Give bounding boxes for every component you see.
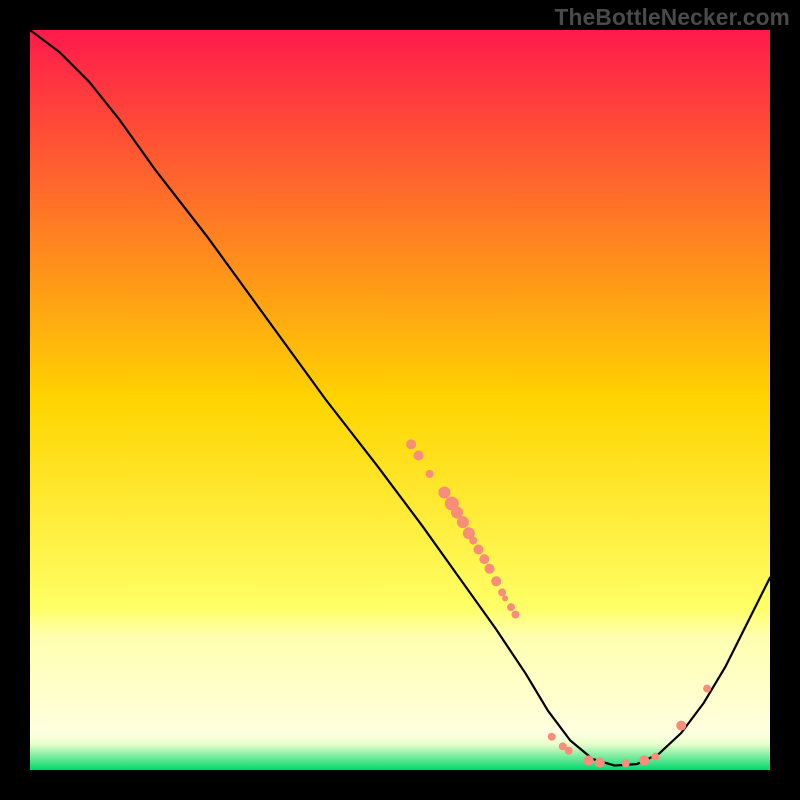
data-marker [502, 595, 508, 601]
data-marker [584, 755, 594, 765]
data-marker [406, 439, 416, 449]
data-marker [457, 516, 469, 528]
attribution-text: TheBottleNecker.com [555, 4, 790, 31]
data-marker [511, 611, 519, 619]
data-marker [498, 588, 506, 596]
data-marker [426, 470, 434, 478]
data-marker [485, 564, 495, 574]
data-marker [438, 487, 450, 499]
data-marker [491, 576, 501, 586]
data-marker [507, 603, 515, 611]
data-marker [473, 544, 483, 554]
data-marker [595, 758, 605, 768]
data-marker [622, 759, 630, 767]
data-marker [639, 755, 649, 765]
data-marker [703, 685, 711, 693]
data-marker [651, 753, 659, 761]
data-marker [414, 451, 424, 461]
data-marker [565, 747, 573, 755]
chart-gradient-background [30, 30, 770, 770]
data-marker [676, 721, 686, 731]
data-marker [479, 554, 489, 564]
bottleneck-chart [0, 0, 800, 800]
data-marker [469, 537, 477, 545]
data-marker [548, 733, 556, 741]
